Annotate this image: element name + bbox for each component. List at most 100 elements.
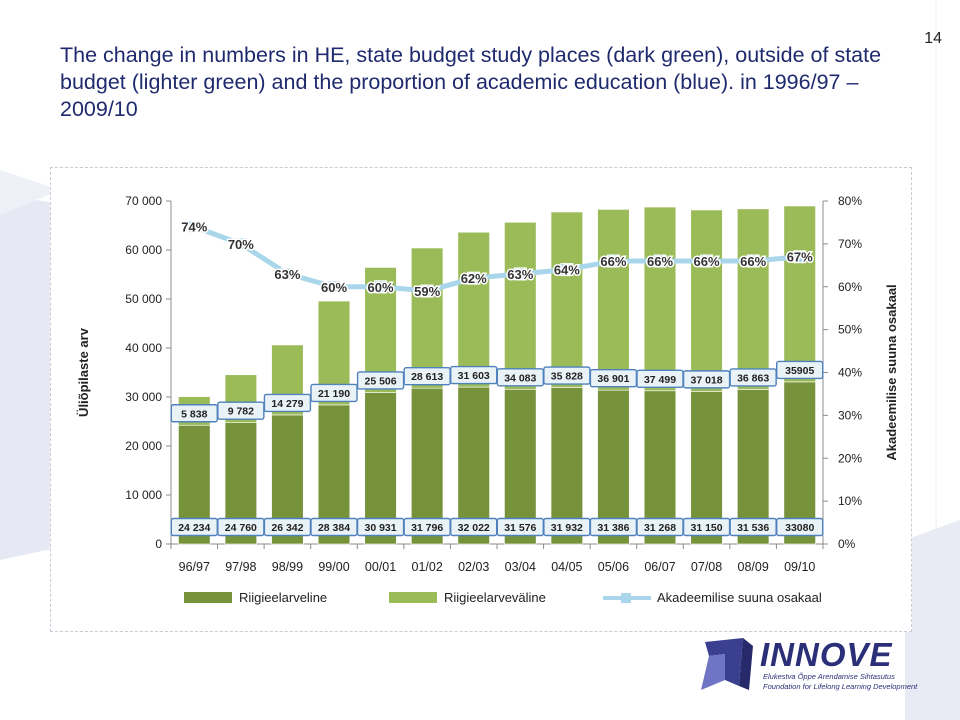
x-tick-label: 04/05 (551, 560, 582, 574)
data-label-riigieelarvevaline-box (263, 393, 312, 413)
x-tick-label: 02/03 (458, 560, 489, 574)
data-label-riigieelarveline: 24 760 (225, 522, 257, 534)
data-label-akadeemilise-suuna-osakaal: 64% (554, 263, 580, 278)
legend-label-riigieelarvevaline: Riigieelarveväline (444, 590, 546, 605)
data-label-riigieelarvevaline: 28 613 (411, 371, 443, 383)
data-label-akadeemilise-suuna-osakaal: 74% (181, 220, 207, 235)
line-akadeemilise-suuna-osakaal (193, 224, 800, 294)
legend-swatch-marker-akadeemilise (621, 593, 631, 603)
x-tick-label: 03/04 (505, 560, 536, 574)
bar-riigieelarveline (783, 381, 816, 545)
line-point-marker (280, 267, 294, 281)
logo-subtitle-et: Elukestva Õppe Arendamise Sihtasutus (763, 672, 895, 681)
line-point-marker (513, 267, 527, 281)
x-tick-label: 97/98 (225, 560, 256, 574)
bar-riigieelarvevaline (690, 209, 723, 392)
y-tick-label: 70 000 (125, 194, 162, 208)
slide-title: The change in numbers in HE, state budge… (60, 43, 882, 121)
legend-swatch-riigieelarveline (184, 592, 232, 603)
data-label-akadeemilise-suuna-osakaal: 66% (600, 254, 626, 269)
bar-riigieelarvevaline (504, 221, 537, 390)
line-point-marker (187, 220, 201, 234)
bar-riigieelarvevaline (643, 206, 677, 392)
y2-tick-label: 0% (838, 537, 856, 551)
data-label-riigieelarveline: 33080 (785, 522, 814, 534)
y2-tick-label: 50% (838, 323, 862, 337)
data-label-riigieelarvevaline: 36 863 (737, 372, 769, 384)
bar-riigieelarvevaline (597, 209, 630, 391)
data-label-riigieelarvevaline: 35905 (785, 365, 814, 377)
data-label-riigieelarveline: 26 342 (271, 522, 303, 534)
data-label-akadeemilise-suuna-osakaal: 66% (647, 254, 673, 269)
data-label-riigieelarvevaline: 25 506 (365, 375, 397, 387)
data-label-akadeemilise-suuna-osakaal: 66% (740, 254, 766, 269)
line-point-marker (420, 284, 434, 298)
line-point-marker (327, 280, 341, 294)
data-label-riigieelarvevaline: 35 828 (551, 371, 583, 383)
data-label-riigieelarvevaline: 9 782 (228, 406, 254, 418)
y-tick-label: 10 000 (125, 488, 162, 502)
data-label-akadeemilise-suuna-osakaal: 63% (507, 267, 533, 282)
data-label-riigieelarvevaline: 37 499 (644, 374, 676, 386)
x-tick-label: 08/09 (738, 560, 769, 574)
data-label-akadeemilise-suuna-osakaal: 62% (461, 271, 487, 286)
x-tick-label: 99/00 (318, 560, 349, 574)
data-label-riigieelarvevaline: 36 901 (597, 373, 629, 385)
x-tick-label: 07/08 (691, 560, 722, 574)
data-label-riigieelarvevaline-box (217, 401, 265, 420)
data-label-riigieelarveline: 31 536 (737, 522, 769, 534)
y2-tick-label: 60% (838, 280, 862, 294)
data-label-akadeemilise-suuna-osakaal: 60% (368, 280, 394, 295)
data-label-riigieelarvevaline: 34 083 (504, 372, 536, 384)
data-label-riigieelarveline-box (776, 517, 824, 537)
data-label-riigieelarvevaline: 21 190 (318, 388, 350, 400)
logo-wordmark: INNOVE (760, 636, 893, 673)
data-label-riigieelarvevaline-box (776, 360, 824, 380)
y2-tick-label: 70% (838, 237, 862, 251)
data-label-akadeemilise-suuna-osakaal: 59% (414, 284, 440, 299)
x-tick-label: 05/06 (598, 560, 629, 574)
data-label-riigieelarveline: 31 268 (644, 522, 676, 534)
y2-tick-label: 20% (838, 451, 862, 465)
y2-tick-label: 10% (838, 494, 862, 508)
line-point-marker (560, 263, 574, 277)
data-label-riigieelarvevaline: 31 603 (458, 370, 490, 382)
y2-tick-label: 80% (838, 194, 862, 208)
bar-riigieelarvevaline (737, 208, 770, 390)
line-point-marker (653, 254, 667, 268)
chart: 0 10 000 20 000 30 000 40 000 50 000 60 000 70 … (76, 194, 899, 605)
data-label-riigieelarveline: 32 022 (458, 522, 490, 534)
data-label-riigieelarvevaline: 5 838 (181, 408, 207, 420)
y2-tick-label: 40% (838, 366, 862, 380)
page-number: 14 (924, 30, 942, 47)
innove-logo-mark (701, 638, 753, 690)
y-tick-label: 20 000 (125, 439, 162, 453)
data-label-akadeemilise-suuna-osakaal: 63% (274, 267, 300, 282)
bar-riigieelarvevaline (457, 231, 490, 388)
innove-logo: INNOVE Elukestva Õppe Arendamise Sihtasu… (695, 636, 920, 694)
line-point-marker (234, 237, 248, 251)
bar-riigieelarvevaline (783, 205, 816, 383)
data-label-riigieelarveline: 31 576 (504, 522, 536, 534)
y2-axis-title: Akadeemilise suuna osakaal (884, 284, 899, 460)
y-tick-label: 30 000 (125, 390, 162, 404)
data-label-riigieelarvevaline-box (729, 368, 777, 387)
x-tick-label: 06/07 (644, 560, 675, 574)
bar-riigieelarvevaline (550, 211, 583, 388)
x-tick-label: 09/10 (784, 560, 815, 574)
data-label-riigieelarveline: 31 150 (691, 522, 723, 534)
data-label-akadeemilise-suuna-osakaal: 66% (694, 254, 720, 269)
data-label-akadeemilise-suuna-osakaal: 60% (321, 280, 347, 295)
data-label-riigieelarvevaline-box (310, 383, 358, 403)
line-point-marker (467, 271, 481, 285)
logo-subtitle-en: Foundation for Lifelong Learning Develop… (763, 682, 918, 691)
data-label-riigieelarveline: 31 932 (551, 522, 583, 534)
line-point-marker (700, 254, 714, 268)
bar-riigieelarvevaline (411, 247, 444, 389)
data-label-riigieelarvevaline: 14 279 (271, 398, 303, 410)
data-label-riigieelarveline: 31 796 (411, 522, 443, 534)
x-tick-label: 98/99 (272, 560, 303, 574)
legend-label-akadeemilise-suuna-osakaal: Akadeemilise suuna osakaal (657, 590, 822, 605)
legend-swatch-riigieelarvevaline (389, 592, 437, 603)
y-tick-label: 0 (155, 537, 162, 551)
